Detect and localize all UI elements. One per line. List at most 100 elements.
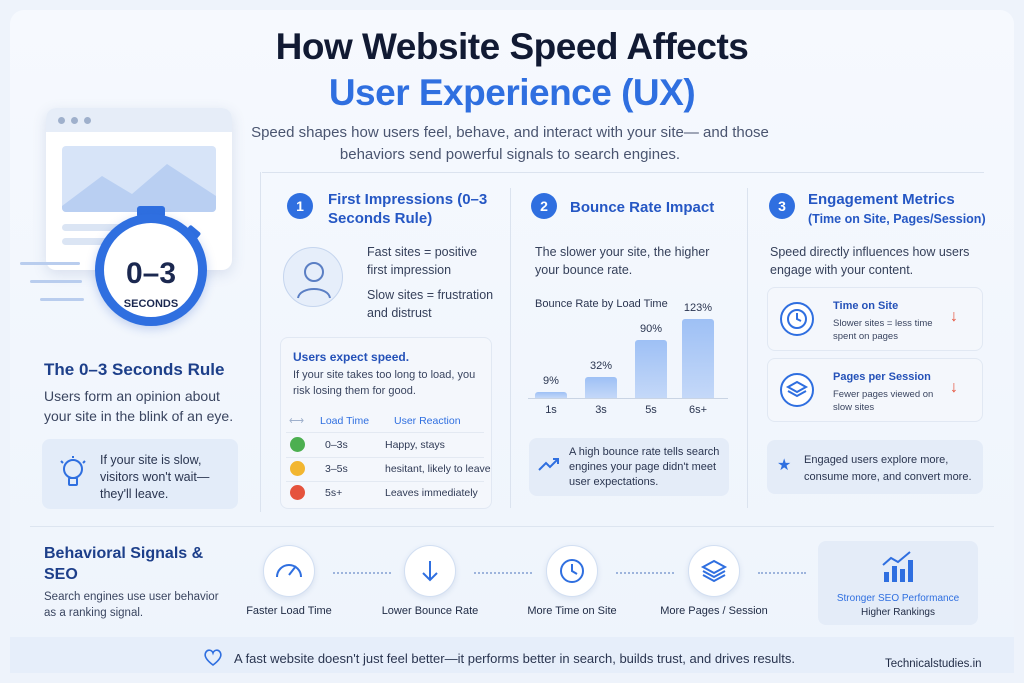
engagement-note-text: Engaged users explore more, consume more… [804, 454, 972, 483]
bounce-note-box [529, 438, 729, 496]
table-rule [286, 432, 484, 433]
metric-title-time-on-site: Time on Site [833, 300, 899, 312]
step-number-2: 2 [531, 193, 557, 219]
table-rule [286, 457, 484, 458]
footer-text: A fast website doesn't just feel better—… [234, 651, 796, 666]
table-header-load-time: Load Time [320, 415, 370, 427]
flow-connector [758, 572, 806, 574]
heart-icon [203, 649, 223, 672]
footer-bar [10, 637, 1014, 673]
column-divider [747, 188, 748, 508]
subtitle: Speed shapes how users feel, behave, and… [251, 124, 769, 163]
flow-step-label: Lower Bounce Rate [381, 605, 479, 617]
speed-expectation-panel [280, 337, 492, 509]
col3-title-line2: (Time on Site, Pages/Session) [808, 212, 986, 226]
behavioral-signals-text: Search engines use user behavior as a ra… [44, 591, 219, 619]
brand-watermark: Technicalstudies.in [885, 658, 982, 670]
column-divider [510, 188, 511, 508]
user-avatar-icon [283, 247, 343, 307]
lightbulb-icon [58, 455, 88, 496]
bar-1s [535, 392, 567, 398]
growth-chart-icon [880, 550, 914, 589]
reaction-text: Leaves immediately [385, 487, 478, 499]
speedometer-icon [263, 545, 315, 597]
bar-value-label: 123% [683, 302, 713, 314]
rule-text: Users form an opinion about your site in… [44, 388, 234, 424]
flow-connector [333, 572, 391, 574]
stopwatch-icon [95, 214, 207, 326]
chart-baseline [528, 398, 728, 399]
flow-connector [474, 572, 532, 574]
window-dot [71, 116, 78, 124]
bar-value-label: 32% [589, 360, 613, 372]
flow-step-label: More Time on Site [527, 605, 617, 617]
bar-5s [635, 340, 667, 398]
window-dot [58, 116, 65, 124]
speed-line [30, 280, 82, 283]
trend-up-icon [538, 456, 560, 477]
panel-text: If your site takes too long to load, you… [293, 369, 476, 397]
clock-icon [546, 545, 598, 597]
col2-title: Bounce Rate Impact [570, 199, 715, 216]
table-rule [286, 481, 484, 482]
section-divider [262, 172, 984, 173]
placeholder-image-icon [62, 146, 216, 212]
step-number-1: 1 [287, 193, 313, 219]
title-line-2: User Experience (UX) [328, 72, 696, 113]
rule-title: The 0–3 Seconds Rule [44, 360, 225, 379]
bar-6s+ [682, 319, 714, 398]
x-tick-label: 5s [645, 404, 657, 416]
layers-icon [780, 373, 814, 407]
reaction-text: hesitant, likely to leave [385, 463, 491, 475]
behavioral-signals-title: Behavioral Signals & SEO [44, 545, 204, 583]
chart-title: Bounce Rate by Load Time [535, 298, 668, 310]
col2-text: The slower your site, the higher your bo… [535, 245, 710, 277]
col3-text: Speed directly influences how users enga… [770, 245, 970, 277]
reaction-face-icon [290, 485, 305, 500]
tip-box [42, 439, 238, 509]
bar-value-label: 9% [543, 375, 559, 387]
x-tick-label: 3s [595, 404, 607, 416]
table-header-icon: ⟷ [289, 415, 305, 427]
layers-icon [688, 545, 740, 597]
flow-step-label: Faster Load Time [246, 605, 332, 617]
metric-text-pages-per-session: Fewer pages viewed on slow sites [833, 389, 934, 413]
step-number-3: 3 [769, 193, 795, 219]
reaction-load-time: 3–5s [325, 463, 348, 475]
arrow-down-icon: ↓ [950, 379, 958, 396]
x-tick-label: 6s+ [688, 404, 708, 416]
table-header-user-reaction: User Reaction [394, 415, 461, 427]
clock-icon [780, 302, 814, 336]
flow-step-label: More Pages / Session [660, 605, 768, 617]
tip-text: If your site is slow, visitors won't wai… [100, 453, 210, 501]
fast-sites-text: Fast sites = positive first impression [367, 245, 478, 277]
arrow-down-icon [404, 545, 456, 597]
result-box [818, 541, 978, 625]
result-line-2: Higher Rankings [861, 607, 935, 618]
bounce-note-text: A high bounce rate tells search engines … [569, 446, 720, 488]
title-line-1: How Website Speed Affects [275, 26, 749, 67]
window-dot [84, 116, 91, 124]
stopwatch-seconds-label: SECONDS [123, 298, 179, 310]
bottom-divider [30, 526, 994, 527]
reaction-face-icon [290, 461, 305, 476]
star-icon: ★ [777, 457, 792, 474]
reaction-load-time: 0–3s [325, 439, 348, 451]
reaction-face-icon [290, 437, 305, 452]
column-divider [260, 172, 261, 512]
metric-text-time-on-site: Slower sites = less time spent on pages [833, 318, 933, 342]
speed-line [20, 262, 80, 265]
reaction-load-time: 5s+ [325, 487, 343, 499]
speed-line [40, 298, 84, 301]
stopwatch-seconds-value: 0–3 [125, 257, 177, 290]
result-line-1: Stronger SEO Performance [836, 593, 960, 604]
x-tick-label: 1s [545, 404, 557, 416]
browser-toolbar [46, 108, 232, 132]
bar-3s [585, 377, 617, 398]
engagement-note-box [767, 440, 983, 494]
col1-title: First Impressions (0–3 Seconds Rule) [328, 191, 488, 227]
arrow-down-icon: ↓ [950, 308, 958, 325]
flow-connector [616, 572, 674, 574]
panel-title: Users expect speed. [293, 350, 410, 364]
slow-sites-text: Slow sites = frustration and distrust [367, 288, 494, 320]
